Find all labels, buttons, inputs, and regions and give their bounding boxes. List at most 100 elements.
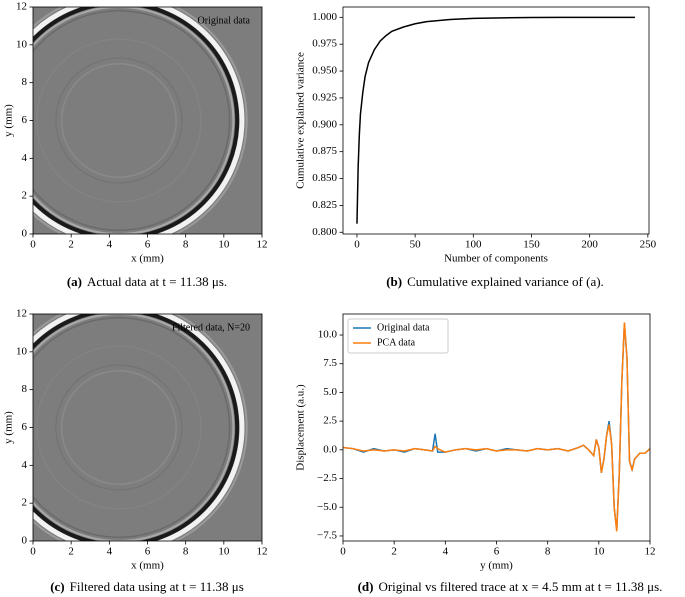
axes-frame xyxy=(342,6,650,235)
wavefront xyxy=(33,314,245,541)
wavefront xyxy=(60,63,177,178)
x-tick-label: 0 xyxy=(354,239,360,251)
wavefront xyxy=(60,370,177,485)
x-tick-label: 10 xyxy=(593,546,605,558)
wavefront xyxy=(33,317,231,538)
caption-text: Original vs filtered trace at x = 4.5 mm… xyxy=(378,579,662,594)
y-tick-label: 0.0 xyxy=(323,443,337,455)
x-tick-label: 150 xyxy=(523,239,540,251)
x-tick-label: 6 xyxy=(145,239,151,251)
plot-lines xyxy=(343,322,650,532)
wavefront xyxy=(33,314,235,541)
y-tick-label: 2 xyxy=(22,190,28,202)
y-tick-label: 0 xyxy=(22,228,28,240)
x-axis-label: y (mm) xyxy=(480,560,513,572)
x-tick-label: 0 xyxy=(340,546,346,558)
caption-label: (c) xyxy=(50,579,64,594)
series-line xyxy=(343,322,650,532)
y-tick-label: 0 xyxy=(22,535,28,547)
y-tick-label: 1.000 xyxy=(312,11,337,23)
legend-label: PCA data xyxy=(377,337,416,348)
wavefront xyxy=(33,7,248,234)
y-tick-label: 7.5 xyxy=(323,357,337,369)
y-tick-label: 10.0 xyxy=(318,329,338,341)
plot-lines xyxy=(356,16,636,224)
caption-text: Actual data at t = 11.38 μs. xyxy=(87,274,227,289)
caption-text: Cumulative explained variance of (a). xyxy=(407,274,604,289)
wavefront xyxy=(33,7,240,234)
x-tick-label: 12 xyxy=(645,546,656,558)
x-tick-label: 4 xyxy=(443,546,449,558)
y-axis-label: Displacement (a.u.) xyxy=(295,384,307,471)
wavefront xyxy=(33,7,235,234)
y-tick-label: 0.900 xyxy=(312,118,337,130)
y-tick-label: 2 xyxy=(22,497,28,509)
x-tick-label: 2 xyxy=(68,546,74,558)
x-tick-label: 2 xyxy=(391,546,397,558)
y-tick-label: 6 xyxy=(22,114,28,126)
y-tick-label: 0.850 xyxy=(312,172,337,184)
wavefield xyxy=(33,314,262,541)
y-tick-label: 0.825 xyxy=(312,199,337,211)
x-tick-label: 12 xyxy=(257,239,268,251)
wavefront xyxy=(33,7,245,234)
caption-label: (a) xyxy=(67,274,82,289)
wavefield xyxy=(33,7,262,234)
caption: (b) Cumulative explained variance of (a). xyxy=(386,274,604,289)
wavefront xyxy=(33,10,231,231)
y-tick-label: 2.5 xyxy=(323,415,337,427)
y-tick-label: 0.875 xyxy=(312,145,337,157)
wavefront xyxy=(55,364,183,491)
y-axis-label: y (mm) xyxy=(3,411,15,444)
wavefront xyxy=(33,314,248,541)
y-tick-label: 10 xyxy=(16,345,28,357)
caption: (c) Filtered data using at t = 11.38 μs xyxy=(50,579,244,594)
y-axis-label: y (mm) xyxy=(3,104,15,137)
x-tick-label: 12 xyxy=(257,546,268,558)
y-tick-label: 8 xyxy=(22,76,28,88)
x-tick-label: 100 xyxy=(465,239,482,251)
image-background xyxy=(33,314,262,541)
x-tick-label: 8 xyxy=(183,546,189,558)
y-tick-label: 0.950 xyxy=(312,65,337,77)
y-tick-label: 12 xyxy=(16,1,27,13)
caption: (a) Actual data at t = 11.38 μs. xyxy=(67,274,227,289)
annotation: Filtered data, N=20 xyxy=(172,322,250,333)
x-tick-label: 4 xyxy=(107,546,113,558)
y-tick-label: 10 xyxy=(16,38,28,50)
x-tick-label: 0 xyxy=(30,546,36,558)
x-tick-label: 10 xyxy=(218,546,230,558)
y-axis-label: Cumulative explained variance xyxy=(295,52,307,189)
x-axis-label: x (mm) xyxy=(131,560,164,572)
y-tick-label: −5.0 xyxy=(317,501,337,513)
y-tick-label: 0.925 xyxy=(312,91,337,103)
annotation: Original data xyxy=(198,15,251,26)
y-tick-label: 0.975 xyxy=(312,38,337,50)
y-tick-label: 4 xyxy=(22,459,28,471)
x-tick-label: 6 xyxy=(145,546,151,558)
caption-label: (b) xyxy=(386,274,402,289)
x-tick-label: 0 xyxy=(30,239,36,251)
caption-text: Filtered data using at t = 11.38 μs xyxy=(70,579,244,594)
legend-box xyxy=(347,318,449,354)
legend-label: Original data xyxy=(377,322,430,333)
y-tick-label: 5.0 xyxy=(323,386,337,398)
wavefront xyxy=(55,57,183,184)
x-axis-label: Number of components xyxy=(444,253,548,265)
y-tick-label: −2.5 xyxy=(317,472,337,484)
y-tick-label: 8 xyxy=(22,383,28,395)
x-tick-label: 2 xyxy=(68,239,74,251)
series-line xyxy=(356,16,636,224)
y-tick-label: 12 xyxy=(16,308,27,320)
wavefront xyxy=(33,314,240,541)
wavefront xyxy=(36,345,202,510)
caption-label: (d) xyxy=(358,579,374,594)
x-tick-label: 10 xyxy=(218,239,230,251)
y-tick-label: −7.5 xyxy=(317,529,337,541)
x-tick-label: 200 xyxy=(581,239,598,251)
y-tick-label: 4 xyxy=(22,152,28,164)
wavefront xyxy=(36,38,202,203)
y-tick-label: 6 xyxy=(22,421,28,433)
x-tick-label: 250 xyxy=(640,239,657,251)
